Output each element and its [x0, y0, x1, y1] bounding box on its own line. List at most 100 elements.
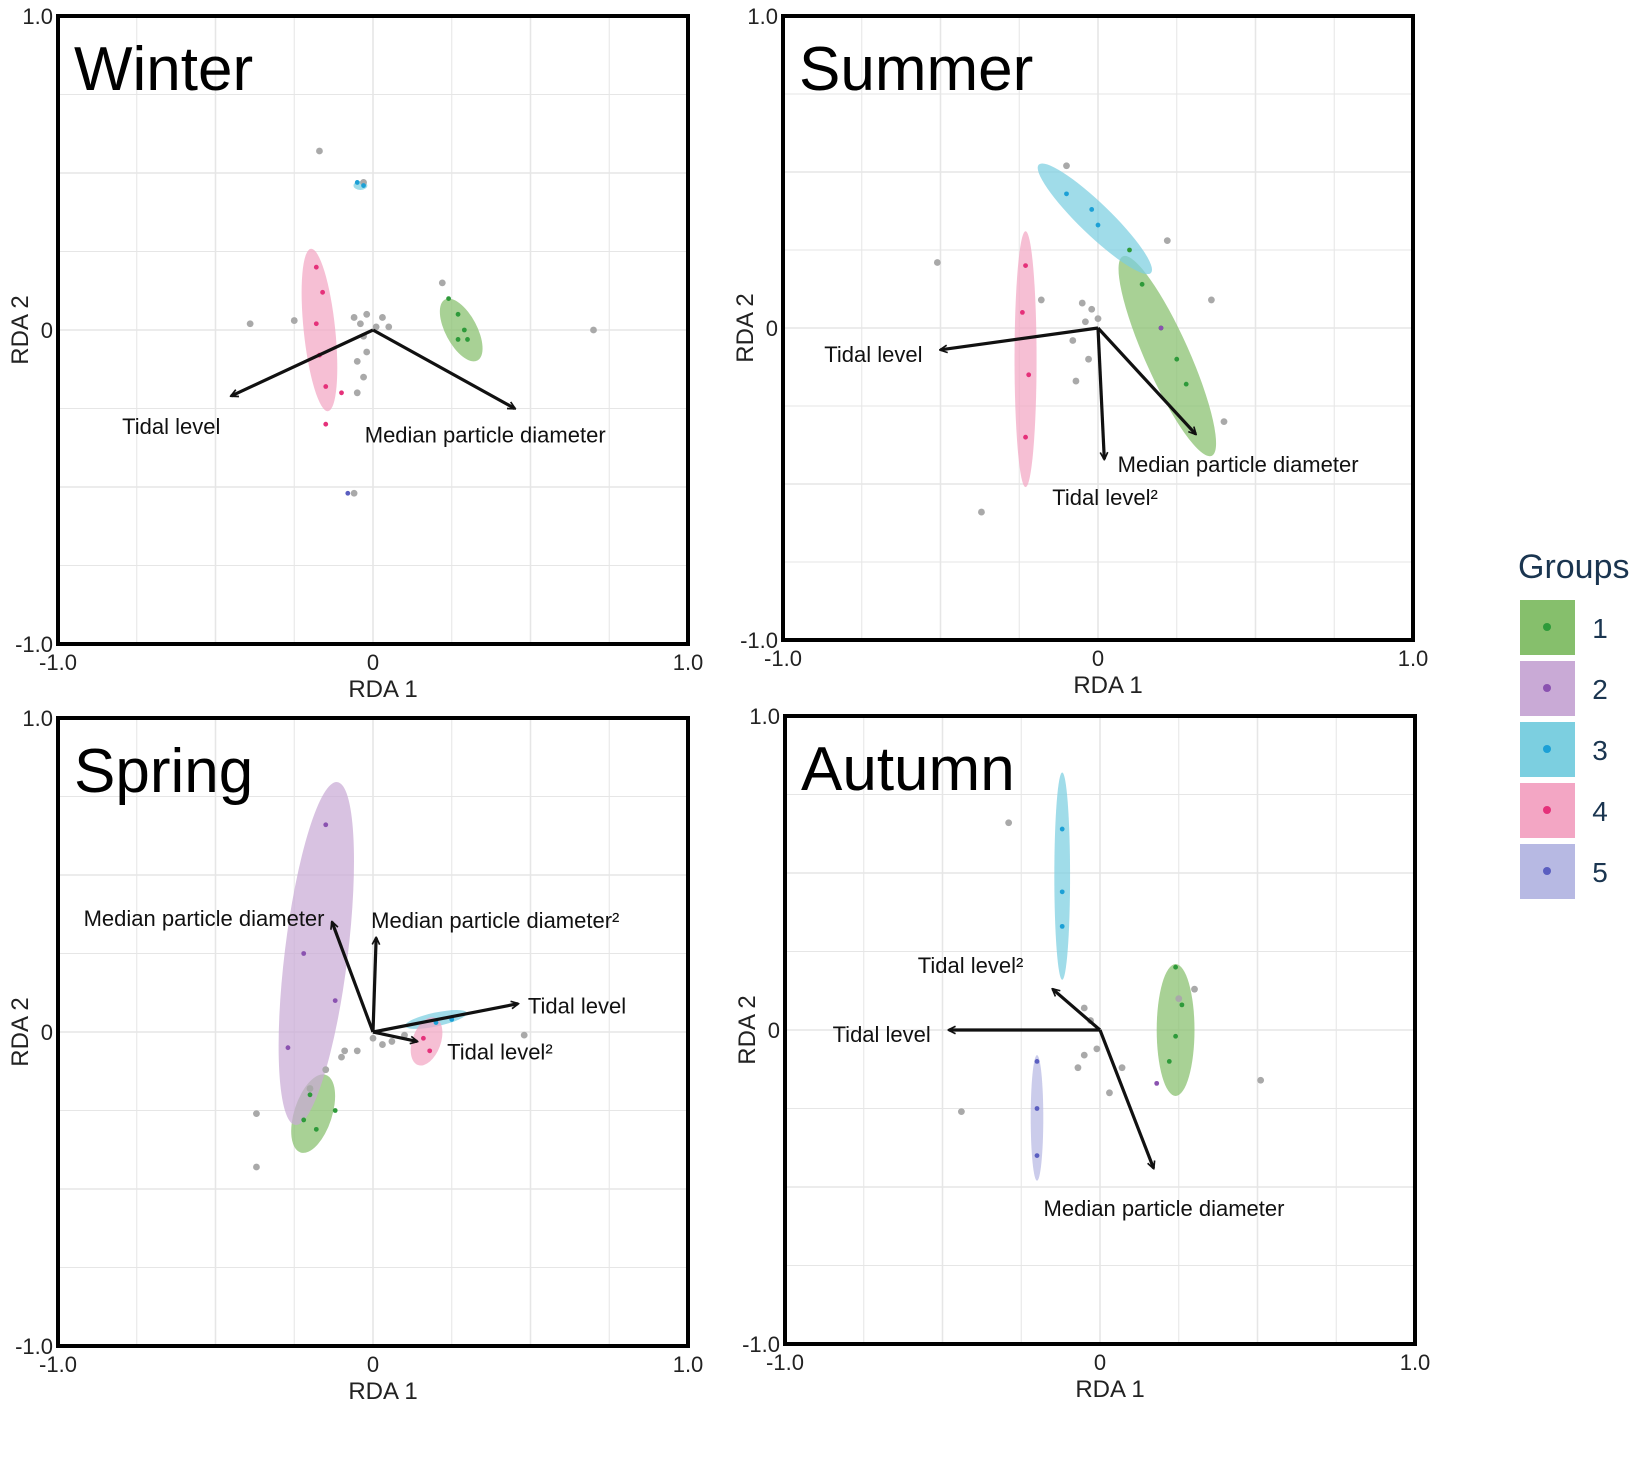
site-point: [253, 1110, 260, 1118]
panel-autumn: Tidal level Tidal level² Median particle d…: [734, 704, 1430, 1403]
group-4-point: [313, 321, 319, 327]
legend-dot: [1543, 623, 1551, 631]
group-3-point: [361, 183, 366, 188]
y-tick-label: -1.0: [15, 632, 53, 657]
site-point: [372, 323, 380, 331]
legend: Groups 1 2 3 4 5: [1518, 548, 1630, 899]
group-5-point: [345, 490, 351, 496]
group-1-point: [455, 311, 461, 317]
site-point: [363, 310, 371, 318]
panel-title: Winter: [74, 35, 253, 104]
group-4-point: [339, 390, 344, 396]
site-point: [385, 323, 393, 331]
group-4-ellipse: [1014, 231, 1037, 488]
group-1-point: [1179, 1002, 1185, 1008]
panels: Tidal level Median particle diameter Winte…: [7, 4, 1430, 1405]
arrow-label: Median particle diameter: [84, 906, 325, 931]
group-1-point: [332, 1108, 338, 1113]
group-4-point: [323, 421, 329, 427]
legend-label: 3: [1592, 735, 1608, 766]
site-point: [1069, 337, 1077, 344]
y-axis-label: RDA 2: [732, 293, 759, 362]
panel-title: Autumn: [801, 735, 1015, 804]
site-point: [1163, 237, 1171, 245]
x-tick-label: 0: [1092, 646, 1104, 671]
group-5-point: [1034, 1106, 1040, 1111]
y-tick-label: 1.0: [747, 4, 778, 29]
site-point: [363, 348, 371, 356]
arrow-label: Tidal level: [122, 414, 220, 439]
group-2-point: [323, 822, 329, 828]
group-1-point: [1174, 356, 1180, 362]
site-point: [306, 1085, 314, 1092]
y-axis-label: RDA 2: [734, 995, 761, 1064]
group-4-point: [1020, 310, 1025, 315]
legend-dot: [1543, 806, 1551, 814]
site-point: [338, 1053, 345, 1061]
x-tick-label: -1.0: [39, 1352, 77, 1377]
site-point: [438, 279, 446, 287]
x-axis-label: RDA 1: [1073, 672, 1142, 699]
site-point: [1080, 1051, 1088, 1059]
y-tick-label: -1.0: [742, 1332, 780, 1357]
site-point: [360, 373, 367, 381]
group-3-point: [1089, 207, 1095, 212]
legend-items: 1 2 3 4 5: [1520, 600, 1608, 899]
group-3-point: [1059, 826, 1065, 832]
group-1-point: [465, 337, 470, 342]
site-point: [1208, 296, 1215, 304]
site-point: [246, 320, 254, 328]
plot-frame: [56, 716, 690, 1348]
site-point: [1078, 299, 1086, 307]
group-1-point: [307, 1092, 313, 1098]
group-4-point: [320, 289, 325, 295]
group-3-point: [1095, 222, 1101, 228]
group-1-ellipse: [439, 298, 483, 362]
biplot-arrow: [1053, 989, 1102, 1032]
site-point: [316, 147, 323, 155]
site-point: [253, 1163, 260, 1171]
site-point: [353, 1047, 361, 1055]
group-2-point: [301, 951, 307, 956]
site-point: [1118, 1064, 1126, 1072]
group-3-point: [1059, 923, 1065, 929]
site-point: [1093, 1045, 1101, 1053]
y-tick-label: 0: [41, 1020, 53, 1045]
site-point: [322, 1066, 330, 1074]
site-point: [290, 317, 298, 324]
y-tick-label: 1.0: [22, 706, 53, 731]
x-tick-label: 0: [1094, 1350, 1106, 1375]
y-tick-label: 0: [768, 1018, 780, 1043]
plot-frame: [781, 14, 1415, 642]
plot-frame: [56, 14, 690, 646]
biplot-arrow: [231, 328, 374, 398]
group-1-point: [455, 337, 461, 342]
biplot-arrow: [941, 326, 1099, 350]
y-tick-label: -1.0: [15, 1334, 53, 1359]
group-1-point: [1139, 281, 1145, 287]
biplot-arrow: [371, 938, 376, 1033]
group-2-point: [1154, 1080, 1160, 1086]
site-point: [958, 1108, 965, 1116]
site-point: [350, 314, 358, 321]
legend-item-2: 2: [1520, 661, 1608, 716]
group-1-point: [313, 1126, 319, 1132]
group-1-ellipse: [1118, 255, 1217, 457]
legend-dot: [1543, 684, 1551, 692]
panel-title: Spring: [74, 737, 253, 806]
site-point: [388, 1038, 396, 1045]
site-point: [1005, 819, 1013, 827]
arrow-label: Tidal level²: [1052, 485, 1158, 510]
x-tick-label: 1.0: [673, 650, 704, 675]
y-tick-label: -1.0: [740, 628, 778, 653]
group-4-point: [1023, 434, 1028, 440]
legend-item-1: 1: [1520, 600, 1608, 655]
group-4-point: [427, 1048, 433, 1054]
legend-label: 4: [1592, 796, 1608, 827]
arrow-label: Tidal level: [833, 1022, 931, 1047]
group-4-ellipse: [410, 1017, 443, 1066]
y-tick-label: 0: [766, 316, 778, 341]
site-point: [357, 320, 364, 328]
biplot-arrow: [1098, 1029, 1154, 1168]
site-point: [520, 1031, 528, 1039]
